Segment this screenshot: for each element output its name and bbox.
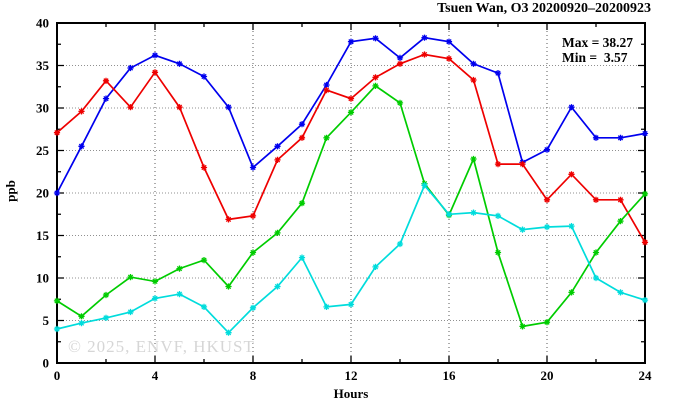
- y-tick-label: 10: [36, 271, 49, 286]
- y-tick-label: 30: [36, 101, 49, 116]
- x-tick-label: 4: [152, 368, 159, 383]
- minmax-legend: Max = 38.27 Min = 3.57: [562, 35, 633, 65]
- y-tick-label: 40: [36, 16, 49, 31]
- x-tick-label: 12: [345, 368, 358, 383]
- green-line: [56, 84, 646, 328]
- red-line: [56, 53, 646, 243]
- chart-title: Tsuen Wan, O3 20200920–20200923: [437, 1, 651, 16]
- x-tick-label: 20: [541, 368, 554, 383]
- watermark: © 2025, ENVF, HKUST: [68, 337, 255, 356]
- x-tick-label: 8: [250, 368, 257, 383]
- x-tick-label: 16: [443, 368, 457, 383]
- x-tick-label: 0: [54, 368, 61, 383]
- y-tick-label: 15: [36, 228, 50, 243]
- legend-max-line: Max = 38.27: [562, 35, 634, 50]
- y-axis-label: ppb: [3, 180, 18, 202]
- x-tick-label: 24: [639, 368, 653, 383]
- y-tick-label: 25: [36, 143, 50, 158]
- red-line-markers: [53, 51, 649, 246]
- x-axis-label: Hours: [333, 386, 369, 401]
- y-tick-label: 5: [43, 313, 50, 328]
- cyan-line-markers: [53, 182, 649, 336]
- y-tick-label: 0: [43, 356, 50, 371]
- y-tick-label: 20: [36, 186, 49, 201]
- legend-min-line: Min = 3.57: [562, 50, 628, 65]
- y-tick-label: 35: [36, 58, 50, 73]
